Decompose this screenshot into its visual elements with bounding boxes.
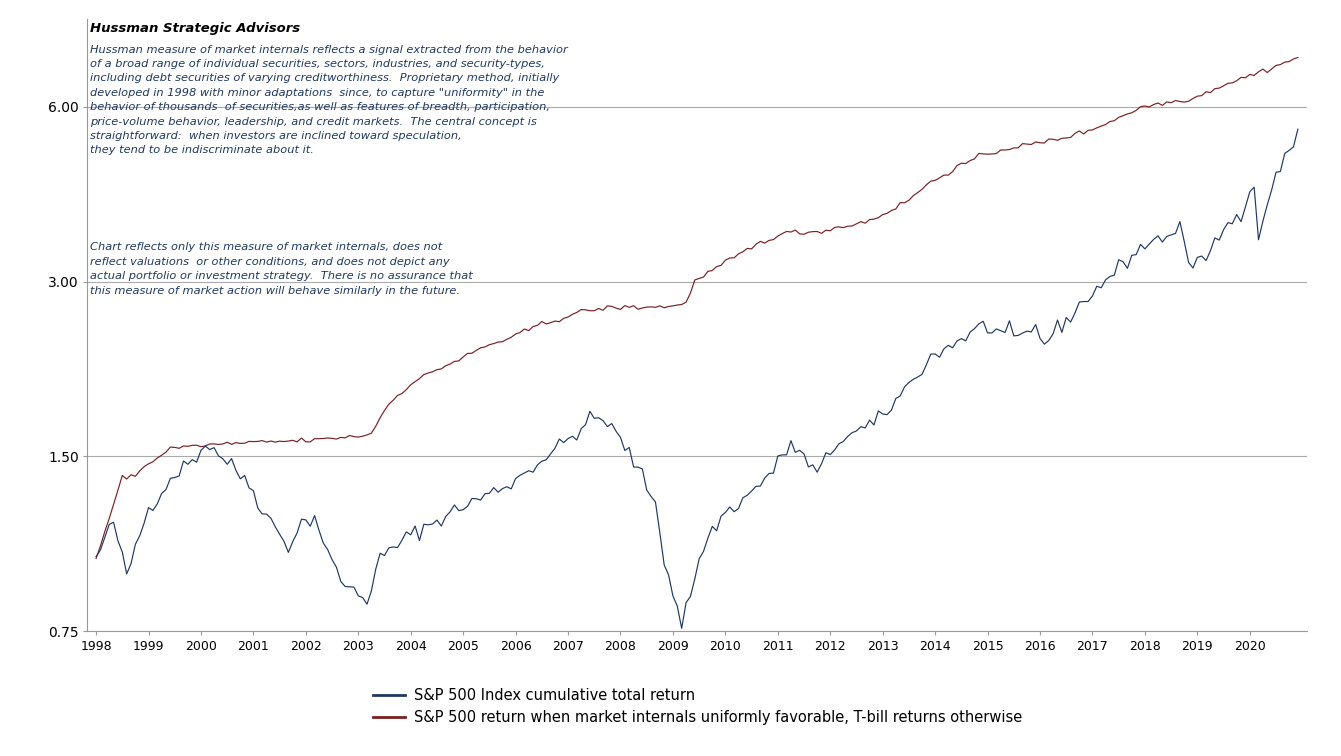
Text: Hussman Strategic Advisors: Hussman Strategic Advisors [90,22,300,35]
Legend: S&P 500 Index cumulative total return, S&P 500 return when market internals unif: S&P 500 Index cumulative total return, S… [373,688,1022,725]
Text: Hussman measure of market internals reflects a signal extracted from the behavio: Hussman measure of market internals refl… [90,45,567,156]
Text: Chart reflects only this measure of market internals, does not
reflect valuation: Chart reflects only this measure of mark… [90,243,472,296]
